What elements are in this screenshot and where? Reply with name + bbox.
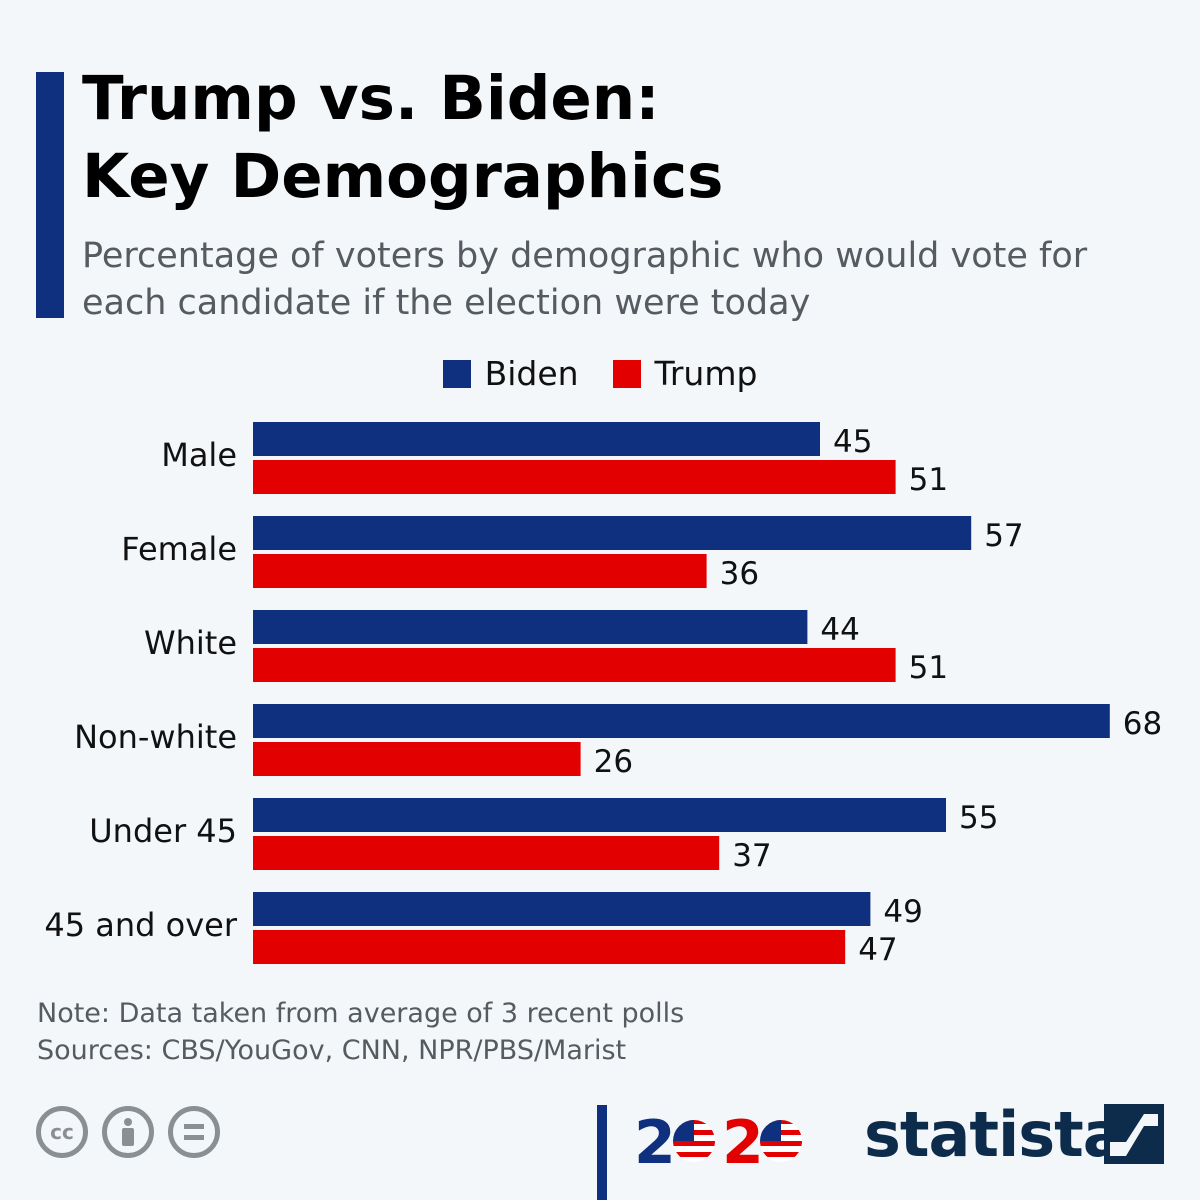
value-label-biden-white: 44 [820, 612, 859, 648]
legend-label-biden: Biden [484, 354, 579, 393]
category-label-female: Female [121, 530, 237, 568]
legend-item-biden: Biden [442, 354, 579, 393]
value-label-trump-non-white: 26 [594, 744, 633, 780]
value-label-trump-male: 51 [909, 462, 948, 498]
value-label-biden-male: 45 [833, 424, 872, 460]
value-label-trump-white: 51 [909, 650, 948, 686]
bar-trump-45-and-over [253, 930, 846, 964]
logo-digit-2a: 2 [634, 1108, 676, 1170]
legend-swatch-trump [612, 359, 641, 388]
bar-trump-male [253, 460, 896, 494]
legend: Biden Trump [0, 354, 1200, 393]
logo-digit-2b: 2 [722, 1108, 764, 1170]
flag-circle-icon [760, 1120, 802, 1162]
footer-accent-bar [597, 1105, 607, 1200]
no-derivatives-icon [168, 1106, 220, 1158]
legend-swatch-biden [442, 359, 471, 388]
cc-text: cc [50, 1120, 74, 1144]
bar-biden-female [253, 516, 972, 550]
license-icons: cc [36, 1106, 220, 1158]
bar-trump-white [253, 648, 896, 682]
bar-biden-white [253, 610, 808, 644]
value-label-trump-45-and-over: 47 [858, 932, 897, 968]
category-label-under-45: Under 45 [89, 812, 237, 850]
note-text: Note: Data taken from average of 3 recen… [37, 998, 685, 1029]
attribution-icon [102, 1106, 154, 1158]
bar-biden-45-and-over [253, 892, 871, 926]
flag-circle-icon [673, 1120, 715, 1162]
value-label-trump-under-45: 37 [732, 838, 771, 874]
value-label-trump-female: 36 [720, 556, 759, 592]
value-label-biden-45-and-over: 49 [883, 894, 922, 930]
cc-icon: cc [36, 1106, 88, 1158]
bar-biden-under-45 [253, 798, 946, 832]
legend-label-trump: Trump [654, 354, 758, 393]
statista-logo: statista [864, 1098, 1125, 1171]
legend-item-trump: Trump [612, 354, 758, 393]
bar-chart: Male 45 51 Female 57 36 White 44 51 Non-white 68 26… [44, 422, 1162, 968]
statista-mark-icon [1104, 1104, 1164, 1164]
value-label-biden-female: 57 [984, 518, 1023, 554]
title-accent-bar [36, 72, 64, 318]
value-label-biden-non-white: 68 [1123, 706, 1162, 742]
category-label-white: White [144, 624, 237, 662]
chart-subtitle: Percentage of voters by demographic who … [82, 236, 1088, 323]
category-label-male: Male [161, 436, 237, 474]
chart-title: Trump vs. Biden: Key Demographics [82, 63, 724, 212]
bar-biden-non-white [253, 704, 1110, 738]
chart-note: Note: Data taken from average of 3 recen… [37, 995, 684, 1069]
category-label-45-and-over: 45 and over [44, 906, 237, 944]
bar-trump-under-45 [253, 836, 720, 870]
election-2020-logo: 2 2 [634, 1108, 802, 1170]
bar-biden-male [253, 422, 820, 456]
bar-trump-non-white [253, 742, 581, 776]
bar-trump-female [253, 554, 707, 588]
value-label-biden-under-45: 55 [959, 800, 998, 836]
category-label-non-white: Non-white [74, 718, 237, 756]
sources-text: Sources: CBS/YouGov, CNN, NPR/PBS/Marist [37, 1035, 627, 1066]
